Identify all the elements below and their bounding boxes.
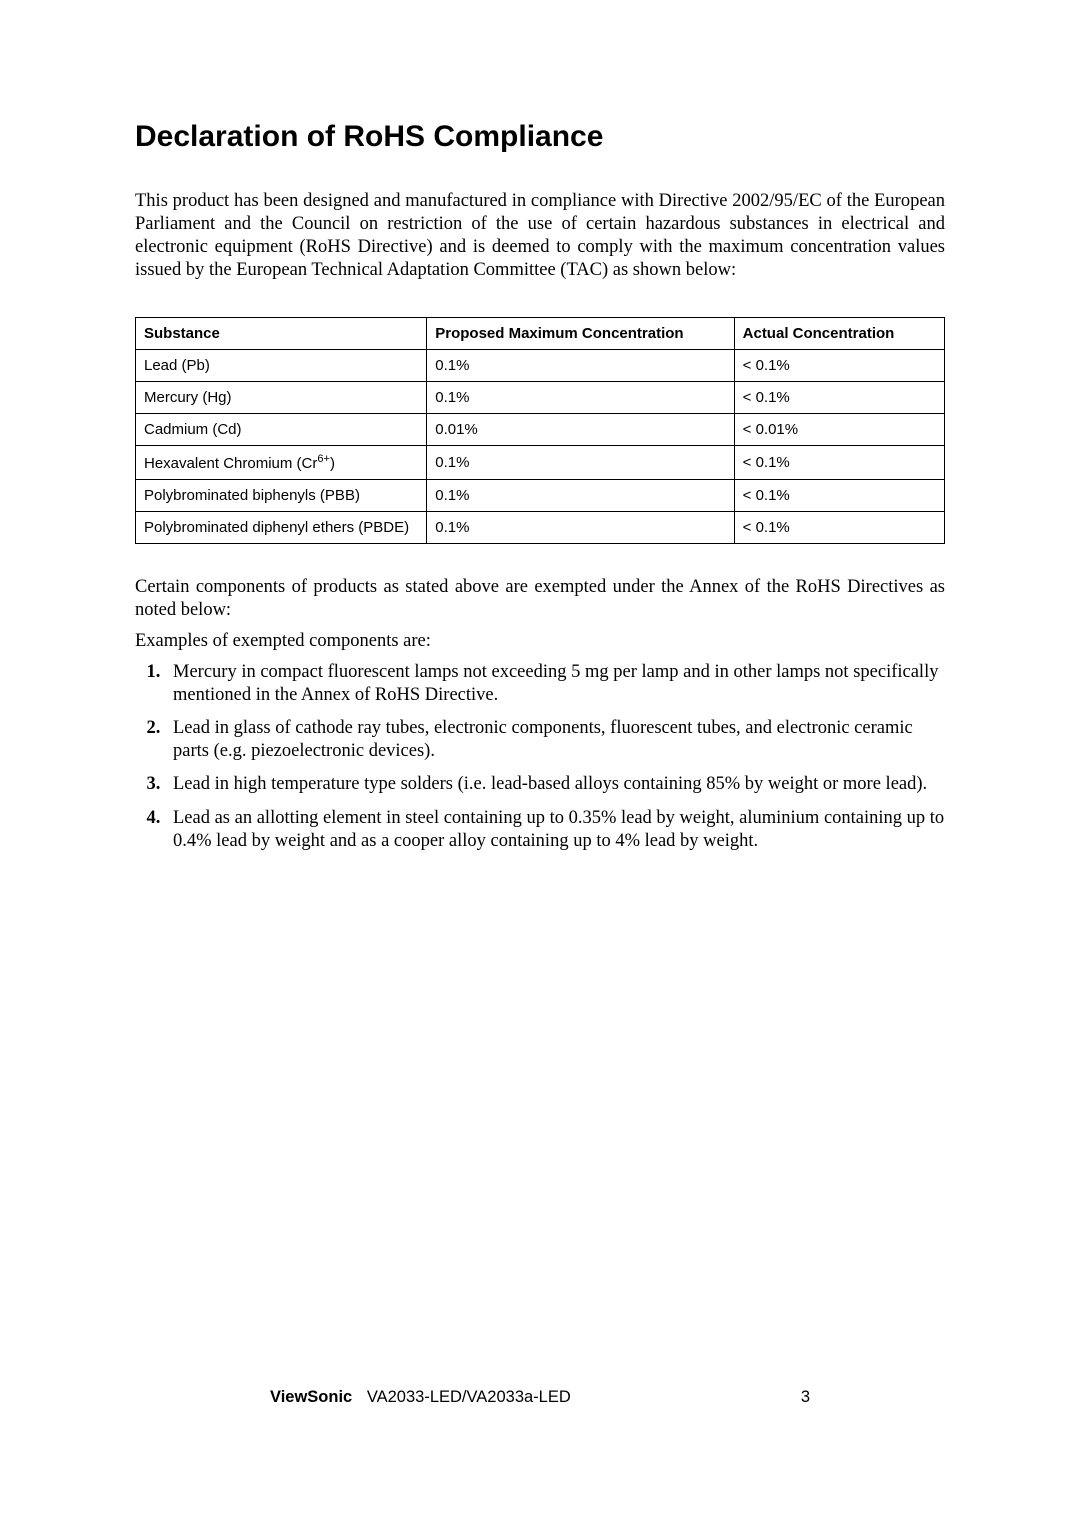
cell-substance: Hexavalent Chromium (Cr6+) <box>136 445 427 479</box>
table-row: Mercury (Hg) 0.1% < 0.1% <box>136 381 945 413</box>
page-title: Declaration of RoHS Compliance <box>135 120 945 154</box>
th-actual: Actual Concentration <box>734 317 944 349</box>
footer-brand: ViewSonic <box>270 1388 352 1406</box>
cell-substance: Polybrominated biphenyls (PBB) <box>136 479 427 511</box>
cell-substance: Lead (Pb) <box>136 349 427 381</box>
intro-paragraph: This product has been designed and manuf… <box>135 190 945 283</box>
exemption-note: Certain components of products as stated… <box>135 576 945 622</box>
page-footer: ViewSonic VA2033-LED/VA2033a-LED 3 <box>270 1388 810 1407</box>
table-row: Polybrominated diphenyl ethers (PBDE) 0.… <box>136 511 945 543</box>
cell-actual: < 0.1% <box>734 349 944 381</box>
cell-proposed: 0.1% <box>427 381 734 413</box>
footer-page-number: 3 <box>801 1388 810 1407</box>
substances-table: Substance Proposed Maximum Concentration… <box>135 317 945 544</box>
cell-proposed: 0.1% <box>427 445 734 479</box>
cell-proposed: 0.1% <box>427 511 734 543</box>
th-proposed: Proposed Maximum Concentration <box>427 317 734 349</box>
cell-proposed: 0.1% <box>427 349 734 381</box>
cell-actual: < 0.1% <box>734 381 944 413</box>
cell-proposed: 0.1% <box>427 479 734 511</box>
cell-substance: Cadmium (Cd) <box>136 413 427 445</box>
cell-substance: Mercury (Hg) <box>136 381 427 413</box>
cell-actual: < 0.01% <box>734 413 944 445</box>
cell-actual: < 0.1% <box>734 445 944 479</box>
footer-model: VA2033-LED/VA2033a-LED <box>367 1388 571 1406</box>
list-item: Mercury in compact fluorescent lamps not… <box>165 661 945 707</box>
cell-proposed: 0.01% <box>427 413 734 445</box>
exemption-list: Mercury in compact fluorescent lamps not… <box>135 661 945 853</box>
list-item: Lead in high temperature type solders (i… <box>165 773 945 796</box>
th-substance: Substance <box>136 317 427 349</box>
table-row: Cadmium (Cd) 0.01% < 0.01% <box>136 413 945 445</box>
table-row: Lead (Pb) 0.1% < 0.1% <box>136 349 945 381</box>
table-row: Polybrominated biphenyls (PBB) 0.1% < 0.… <box>136 479 945 511</box>
cell-actual: < 0.1% <box>734 511 944 543</box>
exemption-examples-label: Examples of exempted components are: <box>135 630 945 653</box>
cell-actual: < 0.1% <box>734 479 944 511</box>
table-header-row: Substance Proposed Maximum Concentration… <box>136 317 945 349</box>
list-item: Lead as an allotting element in steel co… <box>165 807 945 853</box>
table-row: Hexavalent Chromium (Cr6+) 0.1% < 0.1% <box>136 445 945 479</box>
list-item: Lead in glass of cathode ray tubes, elec… <box>165 717 945 763</box>
cell-substance: Polybrominated diphenyl ethers (PBDE) <box>136 511 427 543</box>
